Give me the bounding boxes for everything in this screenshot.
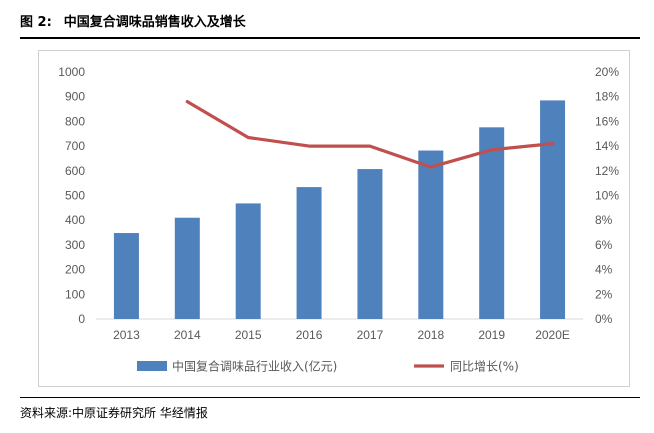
y-right-tick-label: 6% (595, 238, 613, 252)
y-right-tick-label: 20% (595, 65, 619, 79)
x-tick-label: 2015 (235, 328, 262, 342)
y-left-tick-label: 900 (65, 90, 85, 104)
legend-label-bar: 中国复合调味品行业收入(亿元) (172, 359, 337, 374)
bar (235, 203, 261, 319)
legend-label-line: 同比增长(%) (450, 360, 519, 374)
y-left-tick-label: 500 (65, 189, 85, 203)
y-left-tick-label: 1000 (58, 65, 85, 79)
y-left-tick-label: 700 (65, 139, 85, 153)
y-right-tick-label: 18% (595, 90, 619, 104)
growth-line (185, 99, 555, 169)
y-left-tick-label: 100 (65, 287, 85, 301)
x-tick-label: 2016 (296, 328, 323, 342)
figure-title: 图 2: 中国复合调味品销售收入及增长 (20, 11, 246, 30)
y-left-tick-label: 300 (65, 238, 85, 252)
chart-frame (38, 50, 630, 387)
y-right-tick-label: 14% (595, 139, 619, 153)
y-left-tick-label: 400 (65, 213, 85, 227)
figure-title-text: 中国复合调味品销售收入及增长 (63, 15, 246, 30)
y-right-tick-label: 8% (595, 213, 613, 227)
y-right-tick-label: 4% (595, 263, 613, 277)
y-right-tick-label: 16% (595, 114, 619, 128)
bar (113, 233, 139, 319)
y-right-tick-label: 0% (595, 312, 613, 326)
y-right-tick-label: 10% (595, 189, 619, 203)
y-left-tick-label: 800 (65, 114, 85, 128)
source-note: 资料来源:中原证券研究所 华经情报 (20, 406, 208, 420)
x-tick-label: 2017 (357, 328, 384, 342)
legend-swatch-bar (137, 361, 167, 371)
y-right-tick-label: 12% (595, 164, 619, 178)
bar (540, 100, 566, 319)
y-left-tick-label: 600 (65, 164, 85, 178)
y-right-tick-label: 2% (595, 287, 613, 301)
y-left-tick-label: 0 (78, 312, 85, 326)
bar (174, 217, 200, 319)
x-tick-label: 2018 (417, 328, 444, 342)
bar (418, 150, 444, 319)
top-rule (20, 37, 640, 39)
x-tick-label: 2014 (174, 328, 201, 342)
bar (296, 187, 322, 319)
figure-label: 图 2: (20, 15, 52, 30)
bar (357, 169, 383, 319)
x-tick-label: 2019 (478, 328, 505, 342)
bottom-rule (20, 397, 640, 398)
x-tick-label: 2013 (113, 328, 140, 342)
y-left-tick-label: 200 (65, 263, 85, 277)
bar (479, 127, 505, 319)
x-tick-label: 2020E (535, 328, 570, 342)
